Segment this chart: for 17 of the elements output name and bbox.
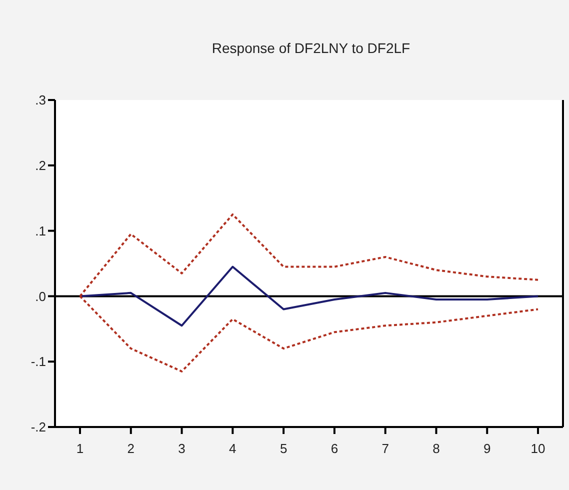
x-tick-label: 9 <box>483 441 491 456</box>
x-tick-label: 2 <box>127 441 135 456</box>
x-tick-label: 1 <box>76 441 84 456</box>
x-tick-label: 5 <box>280 441 288 456</box>
y-tick-label: .3 <box>35 92 46 108</box>
x-tick-label: 6 <box>330 441 338 456</box>
y-tick-label: .1 <box>35 223 46 238</box>
x-tick-label: 7 <box>382 441 389 456</box>
chart-title: Response of DF2LNY to DF2LF <box>210 40 412 56</box>
x-tick-label: 3 <box>178 441 186 456</box>
y-tick-label: .2 <box>35 158 46 174</box>
y-tick-label: .0 <box>35 288 46 304</box>
y-tick-label: -.2 <box>30 420 46 435</box>
y-tick-label: -.1 <box>30 354 46 370</box>
x-tick-label: 10 <box>530 441 546 456</box>
x-tick-label: 8 <box>432 441 440 456</box>
x-tick-label: 4 <box>229 441 236 456</box>
